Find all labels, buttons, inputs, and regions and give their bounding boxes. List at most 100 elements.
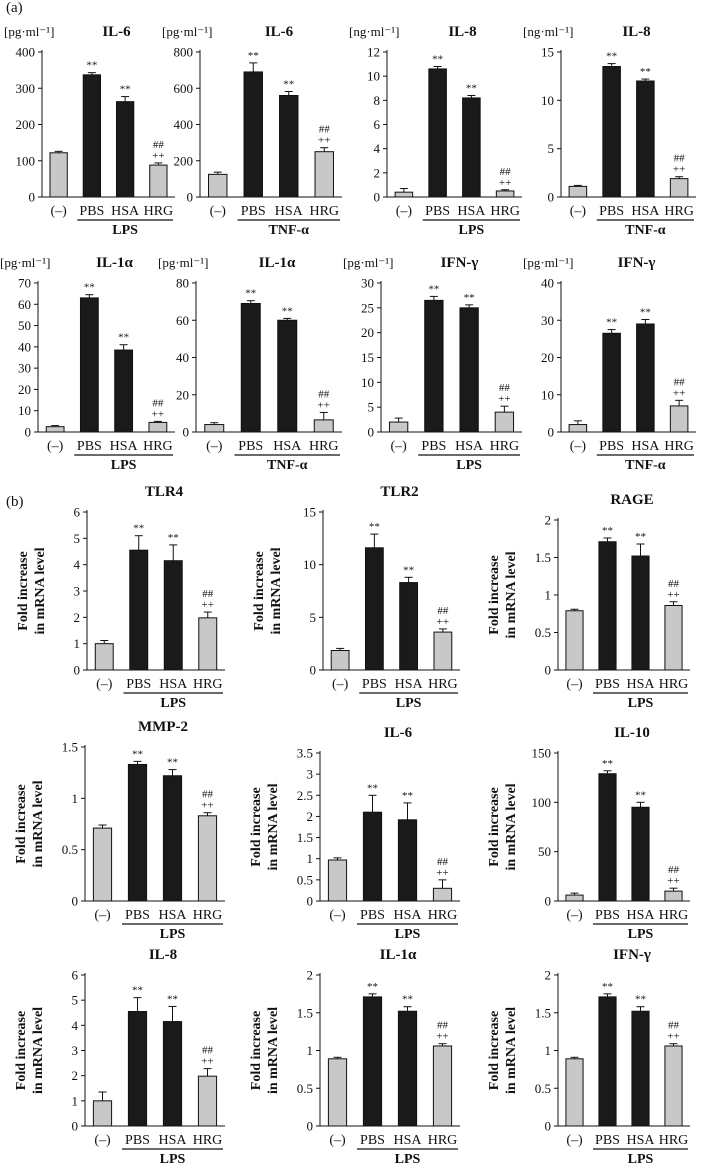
y-tick-label: 0.5: [297, 872, 313, 887]
bar-hrg: [197, 815, 218, 902]
unit-label: [pg·ml⁻¹]: [0, 255, 50, 270]
y-tick-label: 0.5: [535, 625, 551, 640]
y-axis-label: Fold increase in mRNA level: [14, 780, 46, 867]
bar-hsa: [115, 101, 135, 198]
category-label: PBS: [360, 908, 385, 923]
y-axis-label-line2: in mRNA level: [266, 783, 281, 870]
bar-: [565, 610, 584, 671]
significance-mark: ++: [436, 867, 448, 879]
significance-mark: **: [602, 758, 613, 770]
significance-mark: ++: [673, 164, 685, 176]
y-tick-label: 1.5: [62, 740, 78, 755]
bar-hsa: [277, 319, 298, 433]
chart-6: 0 20 40 60 80 IL-1α [pg·ml⁻¹] (–) ** PBS ** HSA ##++…: [158, 255, 342, 473]
significance-mark: **: [133, 523, 144, 535]
y-tick-label: 10: [18, 403, 31, 418]
bar-hsa: [462, 97, 481, 198]
category-label: PBS: [126, 677, 151, 692]
significance-mark: **: [403, 564, 414, 576]
chart-title: IL-6: [384, 725, 413, 741]
chart-title: IL-1α: [96, 255, 133, 271]
chart-title: IL-6: [102, 24, 131, 40]
significance-mark: **: [635, 531, 646, 543]
chart-title: MMP-2: [138, 719, 188, 735]
y-tick-label: 20: [18, 382, 31, 397]
category-label: HSA: [455, 439, 484, 454]
bar-hrg: [494, 411, 515, 433]
unit-label: [pg·ml⁻¹]: [523, 255, 573, 270]
y-axis-label-line1: Fold increase: [487, 555, 502, 634]
y-tick-label: 1: [545, 588, 552, 603]
y-tick-label: 150: [532, 746, 552, 761]
y-tick-label: 5: [310, 610, 317, 625]
category-label: HRG: [193, 677, 223, 692]
group-label: LPS: [111, 458, 137, 473]
y-axis-label-line2: in mRNA level: [266, 1007, 281, 1094]
category-label: PBS: [362, 677, 387, 692]
y-tick-label: 10: [541, 387, 554, 402]
group-label: LPS: [160, 1152, 186, 1167]
significance-mark: ++: [499, 177, 511, 189]
y-tick-label: 0.5: [535, 1081, 551, 1096]
significance-mark: ++: [667, 875, 679, 887]
category-label: HRG: [428, 677, 458, 692]
category-label: HRG: [309, 204, 339, 219]
y-tick-label: 0: [368, 425, 375, 440]
category-label: HRG: [428, 1133, 458, 1148]
y-tick-label: 2: [374, 165, 381, 180]
significance-mark: ++: [202, 599, 214, 611]
category-label: HSA: [393, 908, 422, 923]
y-tick-label: 10: [303, 557, 316, 572]
chart-14: 0 50 100 150 IL-10 Fold increase in mRNA level…: [487, 725, 690, 942]
y-tick-label: 1: [72, 1093, 79, 1108]
chart-1: 0 100 200 300 400 IL-6 [pg·ml⁻¹] (–) ** PBS ** HSA #…: [4, 24, 175, 238]
significance-mark: **: [132, 985, 143, 997]
category-label: HSA: [631, 439, 660, 454]
bar-hrg: [432, 1045, 453, 1127]
y-axis-label-line2: in mRNA level: [31, 1007, 46, 1094]
significance-mark: **: [602, 525, 613, 537]
category-label: (–): [332, 677, 349, 692]
category-label: HRG: [428, 908, 458, 923]
bar-: [394, 191, 414, 198]
y-tick-label: 5: [74, 531, 81, 546]
bar-hrg: [664, 605, 683, 671]
y-tick-label: 20: [176, 387, 189, 402]
category-label: HSA: [159, 677, 188, 692]
y-tick-label: 40: [18, 339, 31, 354]
bar-: [327, 1058, 348, 1127]
significance-mark: ##: [437, 1020, 449, 1032]
bar-: [204, 424, 225, 433]
chart-title: IFN-γ: [441, 255, 479, 271]
y-tick-label: 0: [310, 663, 317, 678]
significance-mark: ++: [152, 150, 164, 162]
group-label: LPS: [456, 458, 482, 473]
y-tick-label: 3: [72, 1043, 79, 1058]
bar-hsa: [279, 95, 299, 198]
bar-pbs: [127, 1010, 148, 1127]
significance-mark: **: [606, 317, 617, 329]
significance-mark: ++: [318, 135, 330, 147]
y-tick-label: 4: [72, 1018, 79, 1033]
category-label: HRG: [490, 204, 520, 219]
y-axis-label: Fold increase in mRNA level: [14, 1007, 46, 1094]
significance-mark: ++: [437, 616, 449, 628]
y-tick-label: 60: [176, 313, 189, 328]
y-tick-label: 40: [176, 350, 189, 365]
y-tick-label: 1: [72, 791, 79, 806]
bar-: [568, 185, 588, 198]
bar-hrg: [197, 1075, 218, 1127]
category-label: HSA: [158, 1133, 187, 1148]
category-label: PBS: [241, 204, 266, 219]
y-axis-label-line2: in mRNA level: [504, 1007, 519, 1094]
significance-mark: ##: [153, 139, 165, 151]
significance-mark: ++: [318, 399, 330, 411]
category-label: (–): [390, 439, 407, 454]
significance-mark: ##: [500, 166, 512, 178]
y-tick-label: 0: [548, 190, 555, 205]
category-label: (–): [94, 908, 111, 923]
y-tick-label: 25: [361, 300, 374, 315]
bar-pbs: [602, 332, 621, 433]
chart-title: IL-8: [448, 24, 476, 40]
